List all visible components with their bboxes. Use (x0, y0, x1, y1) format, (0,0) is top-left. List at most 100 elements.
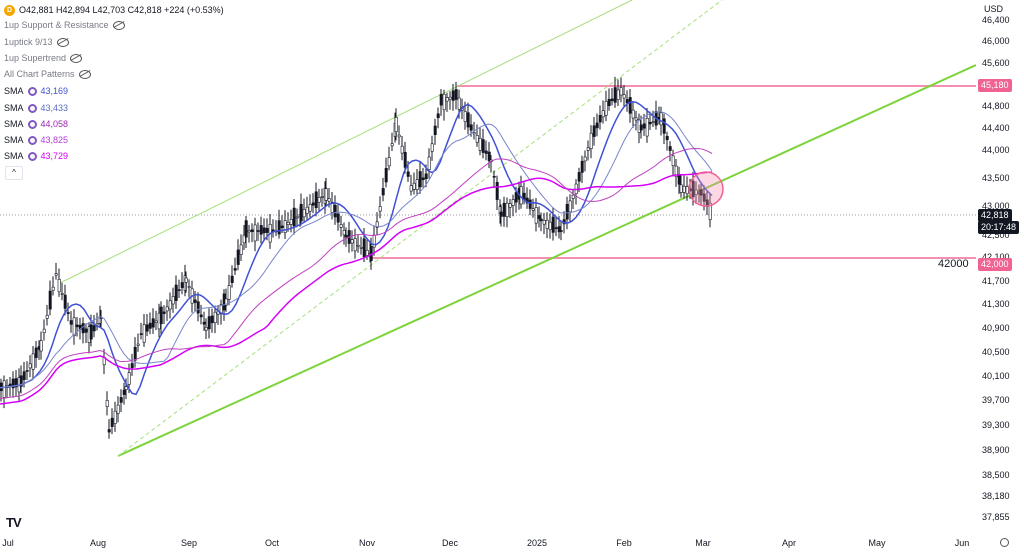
candle-body (499, 211, 503, 217)
candle-body (505, 202, 509, 218)
candle-body (616, 89, 620, 100)
candle-body (682, 185, 686, 193)
sma-row[interactable]: SMA 44,058 (4, 117, 68, 131)
settings-icon[interactable] (27, 86, 37, 96)
eye-hidden-icon[interactable] (70, 53, 83, 63)
candle-body (648, 121, 652, 125)
candle-body (492, 175, 496, 178)
candle-body (148, 322, 152, 329)
settings-icon[interactable] (27, 151, 37, 161)
channel-lower-line (117, 64, 976, 457)
candle-body (534, 207, 538, 224)
candle-body (451, 90, 455, 101)
candle-body (289, 218, 293, 225)
candle-body (495, 181, 499, 200)
candle-body (384, 168, 388, 183)
sma-value: 44,058 (40, 119, 69, 129)
price-tick: 44,400 (982, 123, 1010, 133)
resistance-price-tag: 45,180 (978, 79, 1012, 92)
indicator-row[interactable]: 1uptick 9/13 (4, 35, 69, 49)
candle-body (409, 185, 413, 192)
sma-line-fast (0, 101, 713, 396)
sma-row[interactable]: SMA 43,825 (4, 133, 68, 147)
candle-body (247, 230, 251, 233)
candle-body (199, 314, 203, 318)
candle-body (2, 380, 6, 398)
candle-body (542, 220, 546, 225)
indicator-row[interactable]: 1up Support & Resistance (4, 18, 125, 32)
currency-label[interactable]: USD (984, 4, 1004, 14)
candle-body (342, 230, 346, 236)
candle-body (207, 316, 211, 330)
collapse-legend-button[interactable]: ^ (5, 166, 23, 180)
settings-gear-icon[interactable] (1000, 538, 1009, 547)
candle-body (528, 199, 532, 209)
settings-icon[interactable] (27, 135, 37, 145)
sma-row[interactable]: SMA 43,433 (4, 101, 68, 115)
candle-body (295, 216, 299, 219)
chart-area[interactable]: D O42,881 H42,894 L42,703 C42,818 +224 (… (0, 0, 976, 532)
candle-body (107, 429, 111, 433)
symbol-badge[interactable]: D (4, 4, 15, 16)
candle-body (174, 284, 178, 301)
price-axis[interactable]: USD 46,400 46,000 45,600 45,180 44,800 4… (976, 0, 1024, 532)
candle-body (642, 123, 646, 129)
indicator-row[interactable]: All Chart Patterns (4, 67, 91, 81)
candle-body (89, 324, 93, 340)
price-tick: 38,500 (982, 470, 1010, 480)
settings-icon[interactable] (27, 103, 37, 113)
sma-row[interactable]: SMA 43,729 (4, 149, 68, 163)
price-tick: 43,500 (982, 173, 1010, 183)
candle-body (57, 278, 61, 293)
candle-body (171, 296, 175, 305)
sma-value: 43,825 (40, 135, 69, 145)
price-chart[interactable] (0, 0, 976, 532)
breakdown-highlight-circle (688, 171, 724, 207)
candle-body (244, 220, 248, 238)
candle-body (466, 112, 470, 128)
candle-body (22, 371, 26, 381)
candle-body (708, 202, 712, 220)
candle-body (454, 89, 458, 100)
candle-body (463, 111, 467, 122)
sma-row[interactable]: SMA 43,169 (4, 84, 68, 98)
candle-body (353, 238, 357, 252)
time-axis[interactable]: Jul Aug Sep Oct Nov Dec 2025 Feb Mar Apr… (0, 532, 1009, 555)
time-tick: Sep (180, 538, 198, 548)
candle-body (277, 220, 281, 235)
price-tick: 46,400 (982, 15, 1010, 25)
ohlc-row: D O42,881 H42,894 L42,703 C42,818 +224 (… (4, 3, 224, 17)
time-tick: 2025 (526, 538, 548, 548)
candle-body (283, 220, 287, 233)
candle-body (250, 229, 254, 232)
eye-hidden-icon[interactable] (78, 69, 91, 79)
current-price-tag: 42,818 (978, 209, 1012, 222)
candle-body (665, 135, 669, 141)
ohlc-values: O42,881 H42,894 L42,703 C42,818 +224 (+0… (19, 5, 224, 15)
candle-body (66, 312, 70, 314)
eye-hidden-icon[interactable] (56, 37, 69, 47)
candle-body (311, 202, 315, 206)
indicator-label: 1up Support & Resistance (4, 20, 109, 30)
sma-label: SMA (4, 86, 24, 96)
candle-body (424, 173, 428, 179)
settings-icon[interactable] (27, 119, 37, 129)
candle-body (213, 311, 217, 324)
indicator-row[interactable]: 1up Supertrend (4, 51, 83, 65)
candle-body (607, 98, 611, 107)
candle-body (177, 289, 181, 291)
candle-body (92, 325, 96, 332)
eye-hidden-icon[interactable] (112, 20, 125, 30)
price-tick: 43,000 (982, 201, 1010, 211)
indicator-label: 1uptick 9/13 (4, 37, 53, 47)
tradingview-logo[interactable]: TV (6, 515, 22, 530)
candle-body (475, 135, 479, 143)
candle-body (210, 315, 214, 324)
indicator-label: 1up Supertrend (4, 53, 67, 63)
price-tick: 44,000 (982, 145, 1010, 155)
candle-body (674, 165, 678, 178)
candle-body (113, 410, 117, 424)
candle-body (280, 225, 284, 229)
candle-body (537, 215, 541, 219)
candle-body (478, 137, 482, 151)
